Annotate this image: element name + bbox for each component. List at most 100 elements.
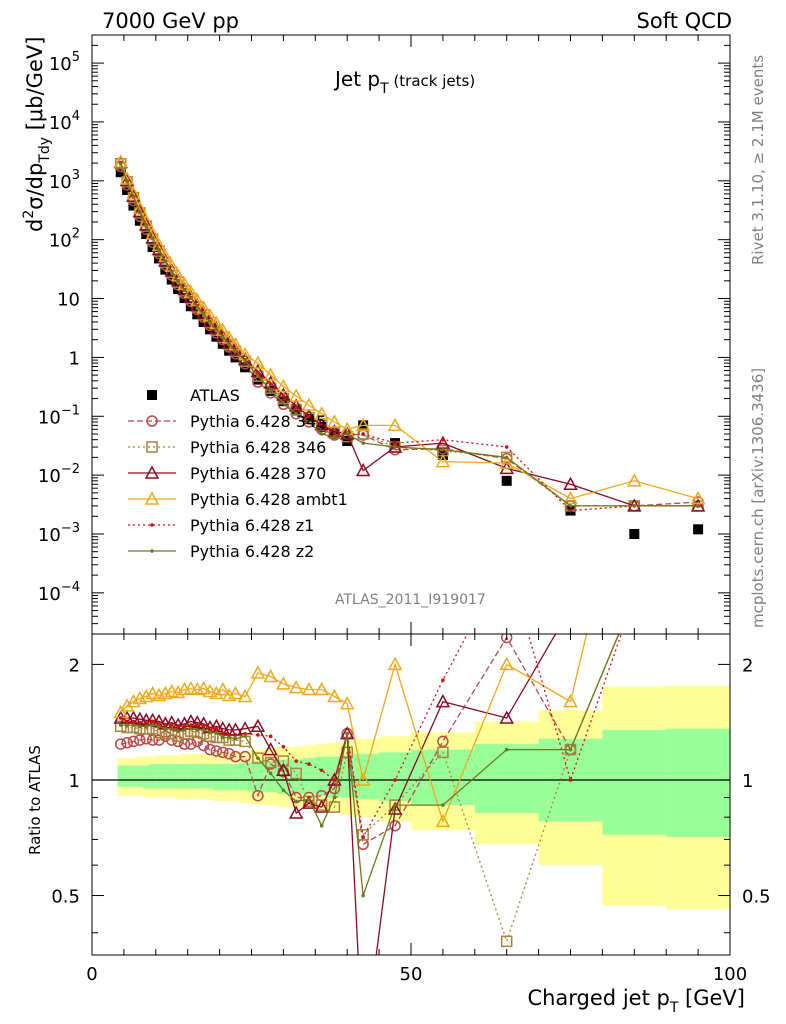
main-point-pythia-6-428-ambt1 (301, 397, 317, 411)
main-point-pythia-6-428-z1 (393, 441, 397, 445)
main-point-pythia-6-428-370 (151, 241, 167, 256)
ratio-point-pythia-6-428-ambt1 (263, 668, 278, 683)
ratio-series-pythia-6-428-ambt1 (113, 634, 588, 828)
main-point-pythia-6-428-z2 (118, 161, 123, 166)
ratio-y-tick-label-left: 2 (69, 655, 80, 676)
main-y-tick-label: 10 (57, 290, 80, 311)
ratio-point-pythia-6-428-z1 (568, 778, 573, 782)
ratio-point-pythia-6-428-ambt1 (202, 683, 218, 698)
ratio-inner-band (251, 761, 265, 793)
tick-base: 10 (38, 525, 61, 546)
ratio-point-pythia-6-428-ambt1 (563, 694, 578, 708)
ratio-inner-band (143, 765, 150, 789)
ratio-point-pythia-6-428-z2 (307, 797, 311, 802)
main-point-pythia-6-428-370 (119, 172, 135, 187)
main-point-atlas (252, 374, 263, 385)
ratio-inner-band (353, 753, 380, 800)
ratio-point-pythia-6-428-ambt1 (237, 688, 253, 703)
main-line-pythia-6-428-ambt1 (120, 161, 699, 500)
main-point-pythia-6-428-ambt1 (119, 171, 135, 185)
tick-exponent: 5 (72, 50, 80, 65)
ratio-point-pythia-6-428-z1 (441, 678, 445, 682)
main-point-pythia-6-428-z2 (332, 434, 337, 439)
main-point-pythia-6-428-ambt1 (563, 490, 578, 505)
main-point-pythia-6-428-z2 (125, 179, 129, 184)
ratio-y-tick-label-left: 1 (69, 771, 80, 792)
ratio-inner-band (411, 749, 475, 806)
legend-marker (147, 390, 157, 400)
ylabel-part-b: 2 (21, 210, 37, 219)
main-point-pythia-6-428-z2 (504, 455, 509, 460)
ratio-point-pythia-6-428-z1 (294, 759, 298, 763)
main-point-pythia-6-428-z2 (227, 342, 231, 346)
ratio-point-pythia-6-428-346 (357, 828, 369, 841)
legend-item-pythia-6-428-z2: Pythia 6.428 z2 (128, 542, 314, 561)
main-point-pythia-6-428-z2 (163, 260, 168, 264)
ratio-point-pythia-6-428-z1 (243, 731, 247, 736)
tick-exponent: 2 (72, 227, 80, 242)
main-point-atlas (224, 345, 235, 356)
ratio-point-pythia-6-428-z2 (131, 723, 136, 727)
ratio-point-pythia-6-428-346 (252, 752, 264, 764)
ratio-inner-band (666, 728, 730, 838)
ratio-point-pythia-6-428-ambt1 (355, 772, 371, 786)
main-y-tick-label: 10−3 (38, 521, 80, 546)
ratio-point-pythia-6-428-z2 (345, 731, 350, 736)
ratio-y-tick-label-right: 1 (742, 771, 753, 792)
main-point-pythia-6-428-z1 (441, 437, 445, 442)
legend-marker (146, 415, 158, 427)
main-point-pythia-6-428-z1 (568, 508, 573, 513)
ratio-point-pythia-6-428-ambt1 (499, 656, 514, 671)
main-point-pythia-6-428-z2 (307, 420, 311, 424)
ratio-point-pythia-6-428-z2 (208, 730, 212, 735)
main-point-pythia-6-428-z2 (243, 358, 247, 363)
ratio-inner-band (123, 765, 131, 787)
tick-base: 10 (49, 231, 72, 252)
tick-base: 10 (49, 172, 72, 193)
ylabel-part-c: σ/dp (23, 163, 47, 210)
ratio-inner-band (200, 764, 207, 789)
main-point-pythia-6-428-z2 (208, 320, 212, 324)
ratio-point-pythia-6-428-ambt1 (301, 681, 317, 696)
main-point-pythia-6-428-z2 (157, 248, 161, 253)
tick-exponent: 3 (72, 168, 80, 183)
main-point-pythia-6-428-z2 (696, 504, 700, 508)
ratio-point-pythia-6-428-z1 (195, 723, 200, 727)
ratio-point-pythia-6-428-z1 (125, 719, 129, 724)
main-point-pythia-6-428-370 (563, 476, 578, 490)
ratio-point-pythia-6-428-345 (437, 735, 449, 748)
ratio-point-pythia-6-428-ambt1 (314, 681, 329, 696)
main-point-atlas (230, 352, 241, 363)
header-energy-label: 7000 GeV pp (102, 9, 239, 33)
main-point-pythia-6-428-370 (138, 217, 154, 231)
ratio-point-pythia-6-428-z2 (233, 737, 238, 741)
ratio-point-pythia-6-428-ambt1 (327, 688, 342, 703)
ratio-point-pythia-6-428-345 (191, 735, 204, 748)
ratio-inner-band (225, 764, 233, 791)
main-point-pythia-6-428-z1 (361, 432, 365, 436)
main-point-pythia-6-428-ambt1 (113, 154, 128, 168)
ratio-point-pythia-6-428-z2 (256, 756, 260, 760)
ratio-point-pythia-6-428-ambt1 (119, 698, 135, 712)
main-series-atlas (115, 167, 704, 539)
ratio-point-pythia-6-428-346 (437, 746, 449, 759)
tick-exponent: −3 (61, 521, 80, 536)
ratio-point-pythia-6-428-345 (153, 734, 165, 746)
ratio-point-pythia-6-428-ambt1 (164, 683, 180, 698)
tick-base: 10 (57, 290, 80, 311)
ratio-point-pythia-6-428-345 (389, 819, 401, 832)
legend-label: Pythia 6.428 345 (190, 412, 326, 431)
ratio-point-pythia-6-428-z1 (361, 835, 365, 839)
ratio-point-pythia-6-428-370 (288, 805, 304, 819)
legend-marker (146, 441, 158, 453)
ratio-y-tick-label-right: 2 (742, 655, 753, 676)
ratio-point-pythia-6-428-z1 (319, 768, 324, 773)
plot-title-main: Jet p (333, 67, 380, 91)
ratio-inner-band (187, 764, 195, 789)
legend-item-pythia-6-428-370: Pythia 6.428 370 (128, 464, 326, 483)
ratio-point-pythia-6-428-ambt1 (276, 676, 291, 690)
ratio-point-pythia-6-428-z2 (138, 724, 142, 729)
ratio-point-pythia-6-428-z1 (332, 778, 337, 782)
main-point-pythia-6-428-ambt1 (288, 388, 304, 402)
